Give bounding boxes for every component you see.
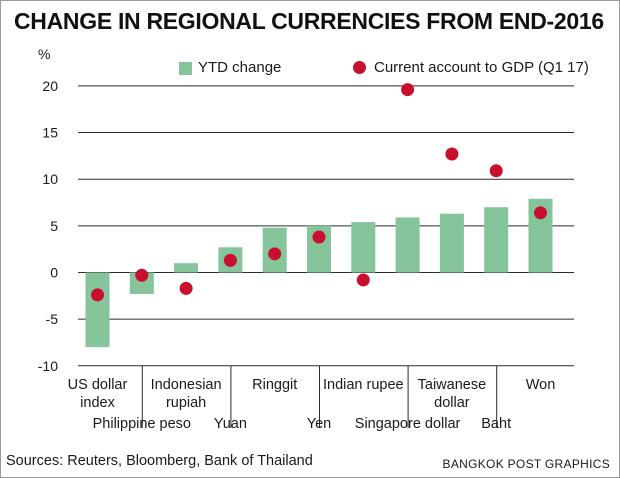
dot-current-account <box>356 273 370 287</box>
x-tick-label: Philippine peso <box>93 416 191 432</box>
legend-dot-label: Current account to GDP (Q1 17) <box>374 59 589 76</box>
y-axis-unit: % <box>38 46 51 62</box>
legend-bar-label: YTD change <box>198 59 282 76</box>
dot-current-account <box>179 281 193 295</box>
y-tick-labels: -10 -5 0 5 10 15 20 <box>38 78 58 374</box>
dot-current-account <box>135 268 149 282</box>
dot-current-account <box>223 253 237 267</box>
dot-current-account <box>489 164 503 178</box>
y-tick-label: 5 <box>50 218 58 234</box>
y-tick-label: 15 <box>42 125 58 141</box>
dot-current-account <box>401 83 415 97</box>
y-tick-label: 0 <box>50 265 58 281</box>
dot-series <box>91 83 547 302</box>
y-tick-label: -5 <box>46 311 59 327</box>
x-label-separators <box>141 365 498 428</box>
y-tick-label: 20 <box>42 78 58 94</box>
bar-ytd-change <box>484 207 509 273</box>
legend-bar-swatch <box>179 62 192 75</box>
x-tick-label: Won <box>526 377 556 393</box>
bar-ytd-change <box>395 217 420 273</box>
dot-current-account <box>268 247 282 261</box>
bar-ytd-change <box>439 213 464 273</box>
y-tick-label: -10 <box>38 358 58 374</box>
x-tick-label: Baht <box>481 416 511 432</box>
sources-note: Sources: Reuters, Bloomberg, Bank of Tha… <box>6 453 313 469</box>
dot-current-account <box>91 288 104 302</box>
x-tick-label: Taiwanese dollar <box>418 377 487 411</box>
x-tick-label: Ringgit <box>252 377 297 393</box>
x-tick-labels: US dollar index Philippine peso Indonesian r… <box>68 377 556 432</box>
y-tick-label: 10 <box>42 171 58 187</box>
x-tick-label: Indonesian rupiah <box>151 377 222 411</box>
bar-ytd-change <box>351 222 376 273</box>
graphics-credit: BANGKOK POST GRAPHICS <box>442 457 610 471</box>
x-tick-label: Singapore dollar <box>355 416 461 432</box>
x-tick-label: Yen <box>307 416 331 432</box>
x-tick-label: Yuan <box>214 416 247 432</box>
bar-ytd-change <box>85 272 110 348</box>
bar-ytd-change <box>174 263 199 273</box>
dot-current-account <box>534 206 547 220</box>
bar-ytd-change <box>129 272 154 294</box>
x-tick-label: US dollar index <box>68 377 128 411</box>
x-tick-label: Indian rupee <box>323 377 404 393</box>
dot-current-account <box>445 147 459 161</box>
legend-dot-swatch <box>353 61 366 74</box>
dot-current-account <box>312 230 326 244</box>
chart-title: CHANGE IN REGIONAL CURRENCIES FROM END-2… <box>14 8 604 34</box>
